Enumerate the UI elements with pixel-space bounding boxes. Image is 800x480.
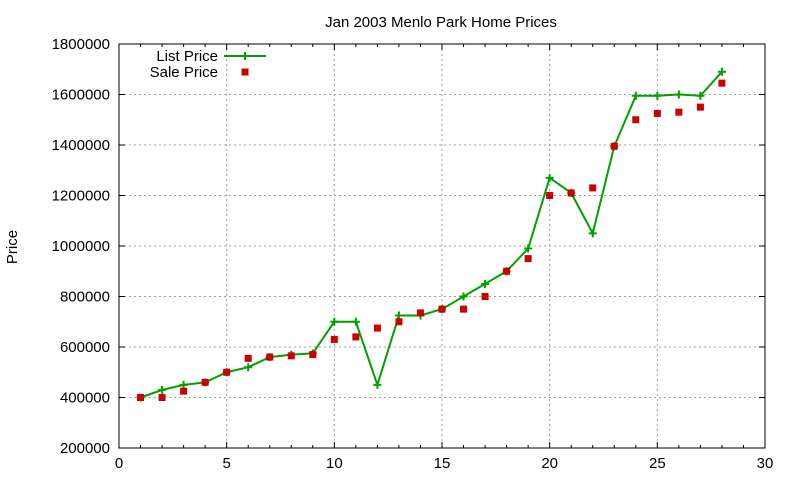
- sale-price-point: [460, 305, 468, 313]
- list-price-point: [158, 385, 167, 394]
- x-tick-label: 20: [541, 455, 558, 472]
- sale-price-point: [395, 318, 403, 326]
- sale-price-point: [223, 368, 231, 376]
- sale-price-point: [330, 335, 338, 343]
- sale-price-point: [481, 293, 489, 300]
- legend-swatch-marker: [241, 52, 249, 60]
- list-price-point: [244, 363, 253, 372]
- sale-price-point: [266, 353, 274, 361]
- list-price-point: [524, 244, 533, 253]
- sale-price-point: [352, 333, 360, 341]
- sale-price-point: [503, 267, 511, 275]
- sale-price-point: [416, 309, 424, 317]
- legend-swatch-marker: [241, 68, 249, 76]
- sale-price-point: [653, 109, 661, 117]
- list-price-point: [373, 380, 382, 389]
- y-tick-label: 1600000: [52, 87, 110, 104]
- sale-price-point: [309, 351, 317, 359]
- y-tick-label: 1200000: [52, 188, 110, 205]
- x-tick-label: 30: [757, 455, 774, 472]
- sale-price-point: [137, 394, 145, 401]
- sale-price-point: [180, 387, 188, 395]
- sale-price-point: [287, 352, 295, 360]
- series-layer: [136, 67, 726, 402]
- sale-price-point: [589, 184, 597, 192]
- list-price-point: [545, 173, 554, 182]
- sale-price-point: [438, 305, 446, 313]
- sale-price-point: [718, 79, 726, 87]
- list-price-point: [631, 91, 640, 100]
- sale-price-point: [546, 192, 554, 199]
- sale-price-point: [567, 189, 575, 197]
- sale-price-point: [675, 108, 683, 116]
- list-price-point: [653, 91, 662, 100]
- sale-price-point: [632, 116, 640, 124]
- list-price-point: [481, 279, 490, 288]
- series-sale-price: [137, 79, 726, 401]
- plot-frame: [118, 43, 766, 449]
- list-price-point: [459, 292, 468, 301]
- sale-price-point: [373, 324, 381, 332]
- sale-price-point: [201, 378, 209, 386]
- sale-price-point: [524, 255, 532, 263]
- list-price-point: [330, 317, 339, 326]
- list-price-point: [717, 67, 726, 76]
- y-tick-label: 400000: [60, 390, 110, 407]
- list-price-point: [674, 90, 683, 99]
- list-price-point: [696, 91, 705, 100]
- list-price-point: [179, 380, 188, 389]
- legend-label: Sale Price: [150, 64, 218, 81]
- sale-price-point: [158, 394, 166, 401]
- list-price-line: [140, 71, 723, 399]
- x-tick-label: 0: [115, 455, 123, 472]
- y-tick-label: 800000: [60, 289, 110, 306]
- chart-title: Jan 2003 Menlo Park Home Prices: [325, 14, 557, 31]
- x-tick-label: 5: [222, 455, 230, 472]
- y-tick-label: 1800000: [52, 36, 110, 53]
- y-tick-label: 1000000: [52, 238, 110, 255]
- sale-price-point: [244, 354, 252, 362]
- grid: [119, 44, 765, 448]
- x-tick-label: 25: [649, 455, 666, 472]
- list-price-point: [588, 229, 597, 238]
- sale-price-point: [610, 142, 618, 150]
- list-price-point: [394, 311, 403, 320]
- list-price-point: [351, 317, 360, 326]
- y-tick-label: 200000: [60, 440, 110, 457]
- legend-label: List Price: [156, 48, 218, 65]
- y-axis-label: Price: [4, 230, 21, 264]
- x-tick-label: 15: [434, 455, 451, 472]
- y-tick-label: 600000: [60, 339, 110, 356]
- y-tick-label: 1400000: [52, 137, 110, 154]
- sale-price-point: [696, 103, 704, 111]
- axis-ticks: 0 5 10 15 20 25 30 200000 400000 600000 800000 1000…: [52, 36, 774, 472]
- x-tick-label: 10: [326, 455, 343, 472]
